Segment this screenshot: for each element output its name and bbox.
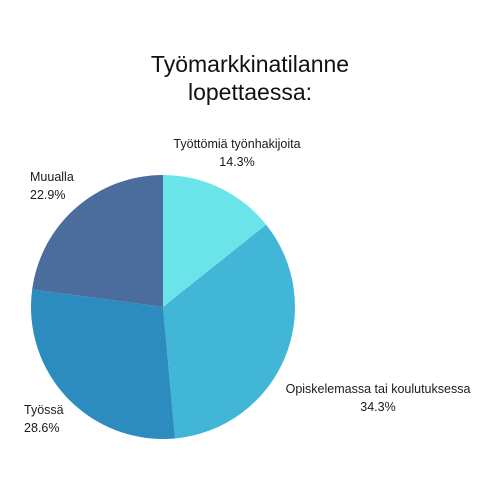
slice-label-2: Opiskelemassa tai koulutuksessa [286, 382, 471, 396]
slice-percent-label-2: 34.3% [360, 400, 395, 414]
slice-percent-label-3: 28.6% [24, 421, 59, 435]
slice-label-1: Työttömiä työnhakijoita [173, 137, 300, 151]
pie-slice-4 [32, 175, 163, 307]
pie-slice-1 [163, 175, 267, 307]
slice-label-4: Muualla [30, 170, 74, 184]
slice-percent-label-4: 22.9% [30, 188, 65, 202]
chart-title-line-2: lopettaessa: [187, 79, 313, 105]
pie-slice-3 [30, 289, 175, 439]
chart-title-line-1: Työmarkkinatilanne [150, 51, 350, 77]
slice-label-3: Työssä [24, 403, 64, 417]
pie-slice-2 [163, 224, 295, 439]
slice-percent-label-1: 14.3% [219, 155, 254, 169]
